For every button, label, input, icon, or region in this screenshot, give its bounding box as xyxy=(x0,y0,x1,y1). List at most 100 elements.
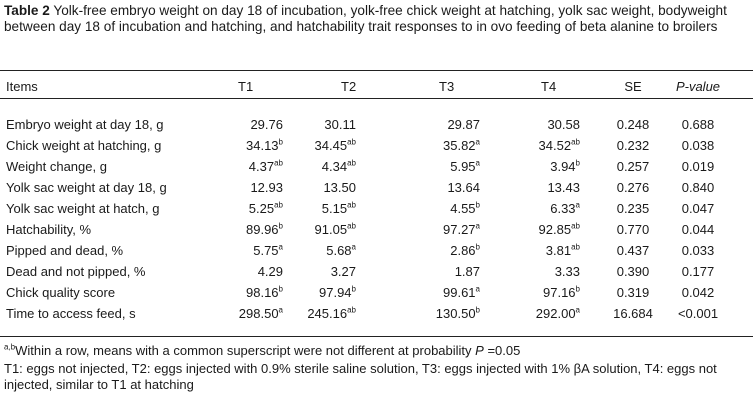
cell-t2-superscript: ab xyxy=(347,221,356,231)
cell-item: Chick quality score xyxy=(6,285,115,301)
cell-t3-value: 5.95 xyxy=(450,159,476,174)
cell-se-value: 0.276 xyxy=(616,180,650,195)
cell-se: 0.770 xyxy=(610,222,656,238)
header-se: SE xyxy=(624,79,642,94)
cell-se-value: 0.437 xyxy=(616,243,650,258)
cell-t2-value: 5.15 xyxy=(321,201,348,216)
cell-t2: 5.15ab xyxy=(301,201,356,217)
cell-t2-superscript: b xyxy=(351,284,356,294)
cell-pvalue: 0.019 xyxy=(672,159,724,175)
cell-t1: 5.25ab xyxy=(238,201,283,217)
table-header-rule xyxy=(0,98,753,99)
cell-t4-value: 30.58 xyxy=(547,117,580,132)
cell-se: 0.390 xyxy=(610,264,656,280)
cell-t4-value: 34.52 xyxy=(538,138,572,153)
cell-item-value: Hatchability, % xyxy=(6,222,92,237)
table-row: Time to access feed, s 298.50a 245.16ab 130… xyxy=(0,306,753,327)
cell-t4-superscript: b xyxy=(575,284,580,294)
cell-t1-value: 29.76 xyxy=(250,117,283,132)
cell-item: Embryo weight at day 18, g xyxy=(6,117,164,133)
cell-se-value: 16.684 xyxy=(613,306,653,321)
footnote-significance: a,bWithin a row, means with a common sup… xyxy=(4,343,749,359)
cell-t2-superscript: ab xyxy=(347,305,356,315)
footnote-p-symbol: P xyxy=(475,343,484,358)
cell-item-value: Time to access feed, s xyxy=(6,306,136,321)
cell-t1-value: 4.37 xyxy=(248,159,275,174)
cell-t3: 99.61a xyxy=(430,285,480,301)
cell-t4: 34.52ab xyxy=(525,138,580,154)
cell-t4-value: 292.00 xyxy=(535,306,576,321)
footnote-treatments: T1: eggs not injected, T2: eggs injected… xyxy=(4,361,717,392)
cell-t4: 3.94b xyxy=(525,159,580,175)
cell-t4-value: 6.33 xyxy=(550,201,576,216)
cell-t4: 292.00a xyxy=(525,306,580,322)
cell-item: Time to access feed, s xyxy=(6,306,136,322)
cell-t4: 6.33a xyxy=(525,201,580,217)
cell-item: Chick weight at hatching, g xyxy=(6,138,161,154)
cell-t2-value: 5.68 xyxy=(326,243,352,258)
cell-se-value: 0.248 xyxy=(616,117,650,132)
cell-se: 0.232 xyxy=(610,138,656,154)
cell-t1-value: 89.96 xyxy=(246,222,279,237)
table-row: Chick quality score 98.16b 97.94b 99.61a 97.… xyxy=(0,285,753,306)
header-t4: T4 xyxy=(541,79,557,94)
cell-t3: 5.95a xyxy=(430,159,480,175)
cell-pvalue-value: 0.177 xyxy=(681,264,715,279)
cell-t1-value: 4.29 xyxy=(257,264,283,279)
cell-pvalue: 0.177 xyxy=(672,264,724,280)
cell-item-value: Pipped and dead, % xyxy=(6,243,124,258)
cell-t1-superscript: b xyxy=(278,221,283,231)
cell-t1: 4.37ab xyxy=(238,159,283,175)
footnote-text-1: Within a row, means with a common supers… xyxy=(15,343,476,358)
cell-item: Weight change, g xyxy=(6,159,107,175)
cell-t4-superscript: b xyxy=(575,158,580,168)
cell-t1-value: 34.13 xyxy=(246,138,279,153)
cell-t4-superscript: ab xyxy=(571,221,580,231)
cell-pvalue: <0.001 xyxy=(672,306,724,322)
cell-t4: 3.33 xyxy=(525,264,580,280)
cell-item: Pipped and dead, % xyxy=(6,243,123,259)
cell-t2: 5.68a xyxy=(301,243,356,259)
cell-item-value: Yolk sac weight at day 18, g xyxy=(6,180,167,195)
cell-t4-value: 3.33 xyxy=(554,264,580,279)
cell-t2-value: 4.34 xyxy=(321,159,348,174)
cell-t4-value: 3.81 xyxy=(545,243,572,258)
footnote-superscript: a,b xyxy=(4,342,16,352)
cell-pvalue-value: 0.688 xyxy=(681,117,715,132)
cell-se-value: 0.235 xyxy=(616,201,650,216)
cell-t3-superscript: b xyxy=(475,305,480,315)
cell-pvalue: 0.033 xyxy=(672,243,724,259)
cell-se-value: 0.232 xyxy=(616,138,650,153)
table-row: Pipped and dead, % 5.75a 5.68a 2.86b 3.81ab 0… xyxy=(0,243,753,264)
cell-t4: 3.81ab xyxy=(525,243,580,259)
cell-item-value: Chick weight at hatching, g xyxy=(6,138,162,153)
cell-t4-superscript: ab xyxy=(571,242,580,252)
cell-item: Hatchability, % xyxy=(6,222,91,238)
cell-pvalue: 0.047 xyxy=(672,201,724,217)
cell-t3: 2.86b xyxy=(430,243,480,259)
table-top-rule xyxy=(0,70,753,71)
cell-t3: 1.87 xyxy=(430,264,480,280)
cell-t4-superscript: ab xyxy=(571,137,580,147)
cell-t3-value: 29.87 xyxy=(447,117,480,132)
cell-pvalue-value: 0.840 xyxy=(681,180,715,195)
cell-se: 0.276 xyxy=(610,180,656,196)
cell-t3-value: 1.87 xyxy=(454,264,480,279)
cell-pvalue-value: 0.044 xyxy=(681,222,715,237)
cell-pvalue: 0.688 xyxy=(672,117,724,133)
cell-t1-value: 298.50 xyxy=(238,306,279,321)
cell-t2-value: 30.11 xyxy=(324,117,356,132)
footnote-threshold: =0.05 xyxy=(483,343,521,358)
cell-t1: 89.96b xyxy=(238,222,283,238)
cell-t2-value: 13.50 xyxy=(323,180,356,195)
cell-t2: 4.34ab xyxy=(301,159,356,175)
cell-t3-value: 4.55 xyxy=(450,201,476,216)
cell-pvalue: 0.038 xyxy=(672,138,724,154)
cell-t3: 29.87 xyxy=(430,117,480,133)
cell-item: Yolk sac weight at day 18, g xyxy=(6,180,167,196)
cell-t4: 97.16b xyxy=(525,285,580,301)
cell-se: 0.257 xyxy=(610,159,656,175)
cell-pvalue-value: 0.038 xyxy=(681,138,715,153)
table-row: Yolk sac weight at day 18, g 12.93 13.50 13… xyxy=(0,180,753,201)
cell-t3-value: 130.50 xyxy=(435,306,476,321)
